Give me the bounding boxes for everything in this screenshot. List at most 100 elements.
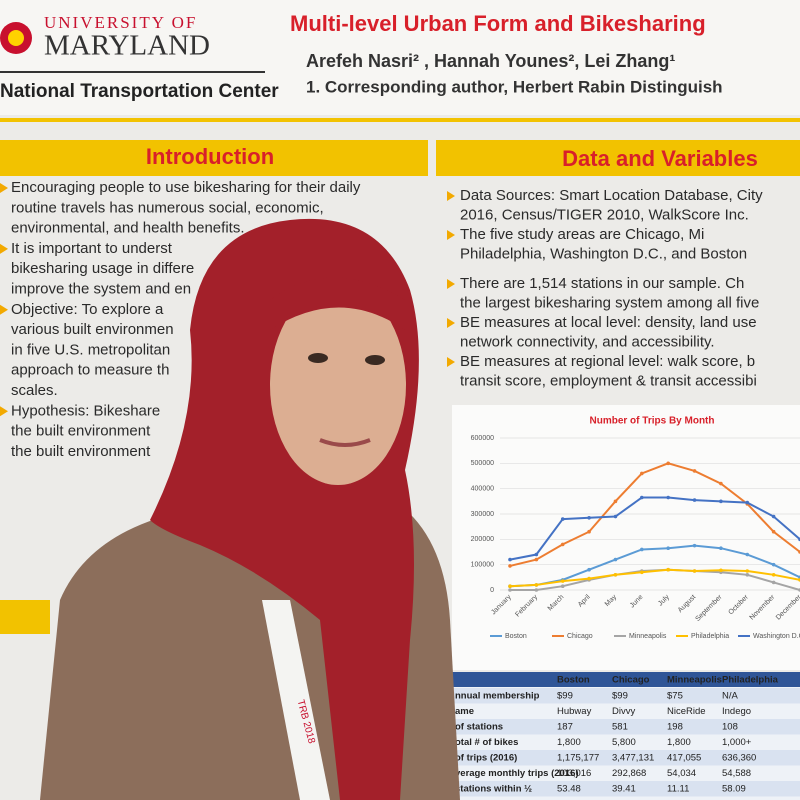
point [745,552,750,557]
point [640,471,644,476]
table-cell: 1,800 [667,737,691,748]
row-label: otal # of bikes [455,737,518,748]
table-cell: $99 [557,690,573,701]
point [771,580,776,585]
data-line: transit score, employment & transit acce… [460,372,757,389]
legend-label: Minneapolis [629,633,667,640]
row-label: verage monthly trips (2016) [455,768,579,779]
point [771,573,776,577]
table-cell: Divvy [612,706,635,717]
table-cell: 39.41 [612,783,636,794]
table-stripe [452,688,800,704]
point [692,498,697,502]
table-cell: 1,800 [557,737,581,748]
table-cell: 53.48 [557,783,581,794]
point [719,568,723,573]
point [745,500,750,505]
intro-line: It is important to underst [11,240,173,257]
y-tick-label: 600000 [471,435,494,442]
intro-line: Hypothesis: Bikeshare [11,402,160,419]
row-label: ame [455,706,474,717]
table-header: Chicago [612,675,650,686]
intro-line: various built environmen [11,321,174,338]
table-cell: 103,016 [557,768,591,779]
table-cell: 11.11 [667,783,689,794]
data-line: network connectivity, and accessibility. [460,333,715,350]
point [587,567,591,572]
intro-title: Introduction [146,144,274,169]
point [613,573,618,577]
intro-line: scales. [11,382,58,399]
header-band [0,0,800,115]
point [587,516,591,520]
affiliation: 1. Corresponding author, Herbert Rabin D… [306,77,723,96]
point [613,557,618,562]
header-rule [0,118,800,122]
point [560,517,565,521]
point [508,584,512,588]
intro-line: the built environment [11,423,151,440]
eye [365,355,385,365]
table-header: Minneapolis [667,675,722,686]
y-tick-label: 300000 [471,511,494,518]
data-line: Data Sources: Smart Location Database, C… [460,187,763,204]
point [640,570,644,575]
series-line [509,544,800,588]
bullet [447,279,455,289]
point [745,569,750,573]
legend-label: Chicago [567,633,593,640]
table-cell: 3,477,131 [612,752,654,763]
data-header [436,140,800,176]
bullet [447,191,455,201]
intro-line: routine travels has numerous social, eco… [11,199,324,216]
intro-line: environmental, and health benefits. [11,220,245,237]
point [508,557,512,562]
authors: Arefeh Nasri² , Hannah Younes², Lei Zhan… [306,51,675,71]
table-cell: Hubway [557,706,592,717]
bullet [0,406,8,417]
data-line: BE measures at local level: density, lan… [460,314,757,331]
table-cell: 581 [612,721,628,732]
point [666,546,670,550]
legend-label: Boston [505,633,527,640]
table-cell: $75 [667,690,683,701]
point [666,567,670,572]
y-tick-label: 200000 [471,536,494,543]
bullet [447,357,455,367]
series-line [509,568,800,588]
logo-center [8,30,24,46]
table-cell: 292,868 [612,768,646,779]
row-label: nnual membership [455,690,540,701]
table-cell: 54,588 [722,768,751,779]
point [587,576,591,581]
row-label: of stations [455,721,503,732]
series-line [509,462,800,567]
table-cell: N/A [722,690,739,701]
table-cell: Indego [722,706,751,717]
y-tick-label: 400000 [471,486,494,493]
table-head [452,672,800,687]
data-title: Data and Variables [562,146,758,171]
table-cell: 54,034 [667,768,696,779]
table-cell: 417,055 [667,752,701,763]
point [771,529,776,534]
table-cell: NiceRide [667,706,706,717]
point [719,481,723,486]
point [508,564,512,568]
person: TRB 2018 [40,218,460,800]
data-line: 2016, Census/TIGER 2010, WalkScore Inc. [460,206,749,223]
y-tick-label: 100000 [471,562,494,569]
university: UNIVERSITY OF [44,13,197,32]
point [534,583,539,587]
data-line: Philadelphia, Washington D.C., and Bosto… [460,245,747,262]
bullet [0,183,8,193]
intro-line: Objective: To explore a [11,301,164,318]
hijab-front [270,277,405,330]
table-cell: 198 [667,721,683,732]
table-cell: 108 [722,721,738,732]
point [640,547,644,552]
bullet [0,304,8,315]
intro-header [0,140,428,176]
bullet [0,243,8,254]
intro-line: approach to measure th [11,362,169,379]
